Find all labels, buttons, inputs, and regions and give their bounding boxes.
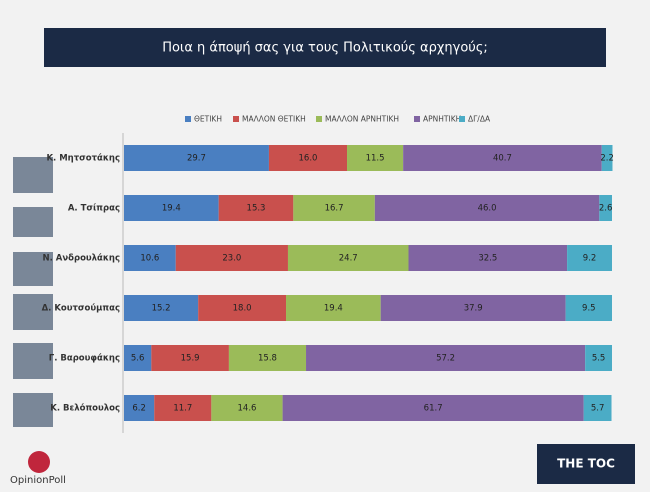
bar-segment	[567, 245, 612, 271]
photo	[13, 393, 53, 427]
y-tick-label: Γ. Βαρουφάκης	[49, 354, 120, 364]
bar-segment	[380, 295, 566, 321]
data-label: 16.0	[299, 154, 318, 164]
bar-segment	[218, 195, 294, 221]
data-label: 24.7	[339, 254, 358, 264]
bar-segment	[599, 195, 612, 221]
bar-segment	[124, 395, 155, 421]
photos	[13, 157, 53, 427]
data-label: 10.6	[140, 254, 159, 264]
bar-segment	[124, 295, 199, 321]
data-label: 32.5	[478, 254, 497, 264]
y-tick-label: Ν. Ανδρουλάκης	[42, 254, 120, 264]
bar-segment	[347, 145, 404, 171]
bar-segment	[601, 145, 613, 171]
bar-segment	[286, 295, 381, 321]
data-label: 15.8	[258, 354, 277, 364]
bar-segment	[228, 345, 307, 371]
legend-swatch	[185, 116, 191, 122]
data-label: 18.0	[233, 304, 252, 314]
bar-segment	[198, 295, 287, 321]
photo	[13, 252, 53, 286]
photo	[13, 157, 53, 193]
data-label: 5.6	[131, 354, 145, 364]
bar-segment	[211, 395, 283, 421]
data-label: 19.4	[162, 204, 181, 214]
legend-swatch	[414, 116, 420, 122]
data-label: 40.7	[493, 154, 512, 164]
data-label: 19.4	[324, 304, 343, 314]
bar-segment	[374, 195, 600, 221]
bar-segment	[124, 195, 219, 221]
data-label: 57.2	[436, 354, 455, 364]
data-label: 37.9	[464, 304, 483, 314]
data-label: 23.0	[222, 254, 241, 264]
data-label: 5.7	[591, 404, 605, 414]
legend-label: ΑΡΝΗΤΙΚΗ	[423, 115, 461, 124]
y-tick-label: Α. Τσίπρας	[68, 203, 120, 214]
bar-segment	[403, 145, 602, 171]
data-label: 2.2	[600, 154, 614, 164]
data-label: 11.7	[173, 404, 192, 414]
data-label: 6.2	[132, 404, 146, 414]
bar-segment	[585, 345, 612, 371]
title-box	[44, 28, 606, 67]
legend-swatch	[459, 116, 465, 122]
bar-segment	[408, 245, 568, 271]
data-label: 2.6	[599, 204, 613, 214]
legend-label: ΘΕΤΙΚΗ	[194, 115, 222, 124]
data-label: 14.6	[238, 404, 257, 414]
bar-segment	[175, 245, 288, 271]
bar-segment	[124, 145, 269, 171]
bar-segment	[583, 395, 612, 421]
data-label: 15.9	[181, 354, 200, 364]
legend-swatch	[233, 116, 239, 122]
bar-segment	[565, 295, 612, 321]
legend-swatch	[316, 116, 322, 122]
data-label: 11.5	[366, 154, 385, 164]
data-label: 29.7	[187, 154, 206, 164]
data-label: 61.7	[424, 404, 443, 414]
bar-segment	[293, 195, 375, 221]
chart-title: Ποια η άποψή σας για τους Πολιτικούς αρχ…	[162, 41, 488, 56]
data-label: 9.5	[582, 304, 596, 314]
legend-label: ΜΑΛΛΟΝ ΘΕΤΙΚΗ	[242, 115, 306, 124]
logo-box	[537, 444, 635, 484]
photo	[13, 207, 53, 237]
legend-label: ΔΓ/ΔΑ	[468, 115, 491, 124]
data-label: 5.5	[592, 354, 606, 364]
data-label: 15.2	[152, 304, 171, 314]
bar-segment	[124, 245, 176, 271]
bar-segment	[124, 345, 152, 371]
y-tick-label: Δ. Κουτσούμπας	[42, 304, 120, 314]
bar-segment	[268, 145, 348, 171]
y-tick-label: Κ. Βελόπουλος	[50, 403, 120, 414]
y-tick-label: Κ. Μητσοτάκης	[46, 154, 120, 164]
logo-icon	[28, 451, 50, 473]
bar-segment	[282, 395, 584, 421]
data-label: 16.7	[325, 204, 344, 214]
data-label: 9.2	[583, 254, 597, 264]
data-label: 46.0	[478, 204, 497, 214]
logo-left: OpinionPoll	[10, 475, 66, 486]
photo	[13, 343, 53, 379]
bar-segment	[287, 245, 409, 271]
logo-right: THE TOC	[557, 457, 615, 471]
bar-segment	[151, 345, 229, 371]
photo	[13, 294, 53, 330]
data-label: 15.3	[247, 204, 266, 214]
legend-label: ΜΑΛΛΟΝ ΑΡΝΗΤΙΚΗ	[325, 115, 399, 124]
bar-segment	[154, 395, 212, 421]
bar-segment	[306, 345, 586, 371]
